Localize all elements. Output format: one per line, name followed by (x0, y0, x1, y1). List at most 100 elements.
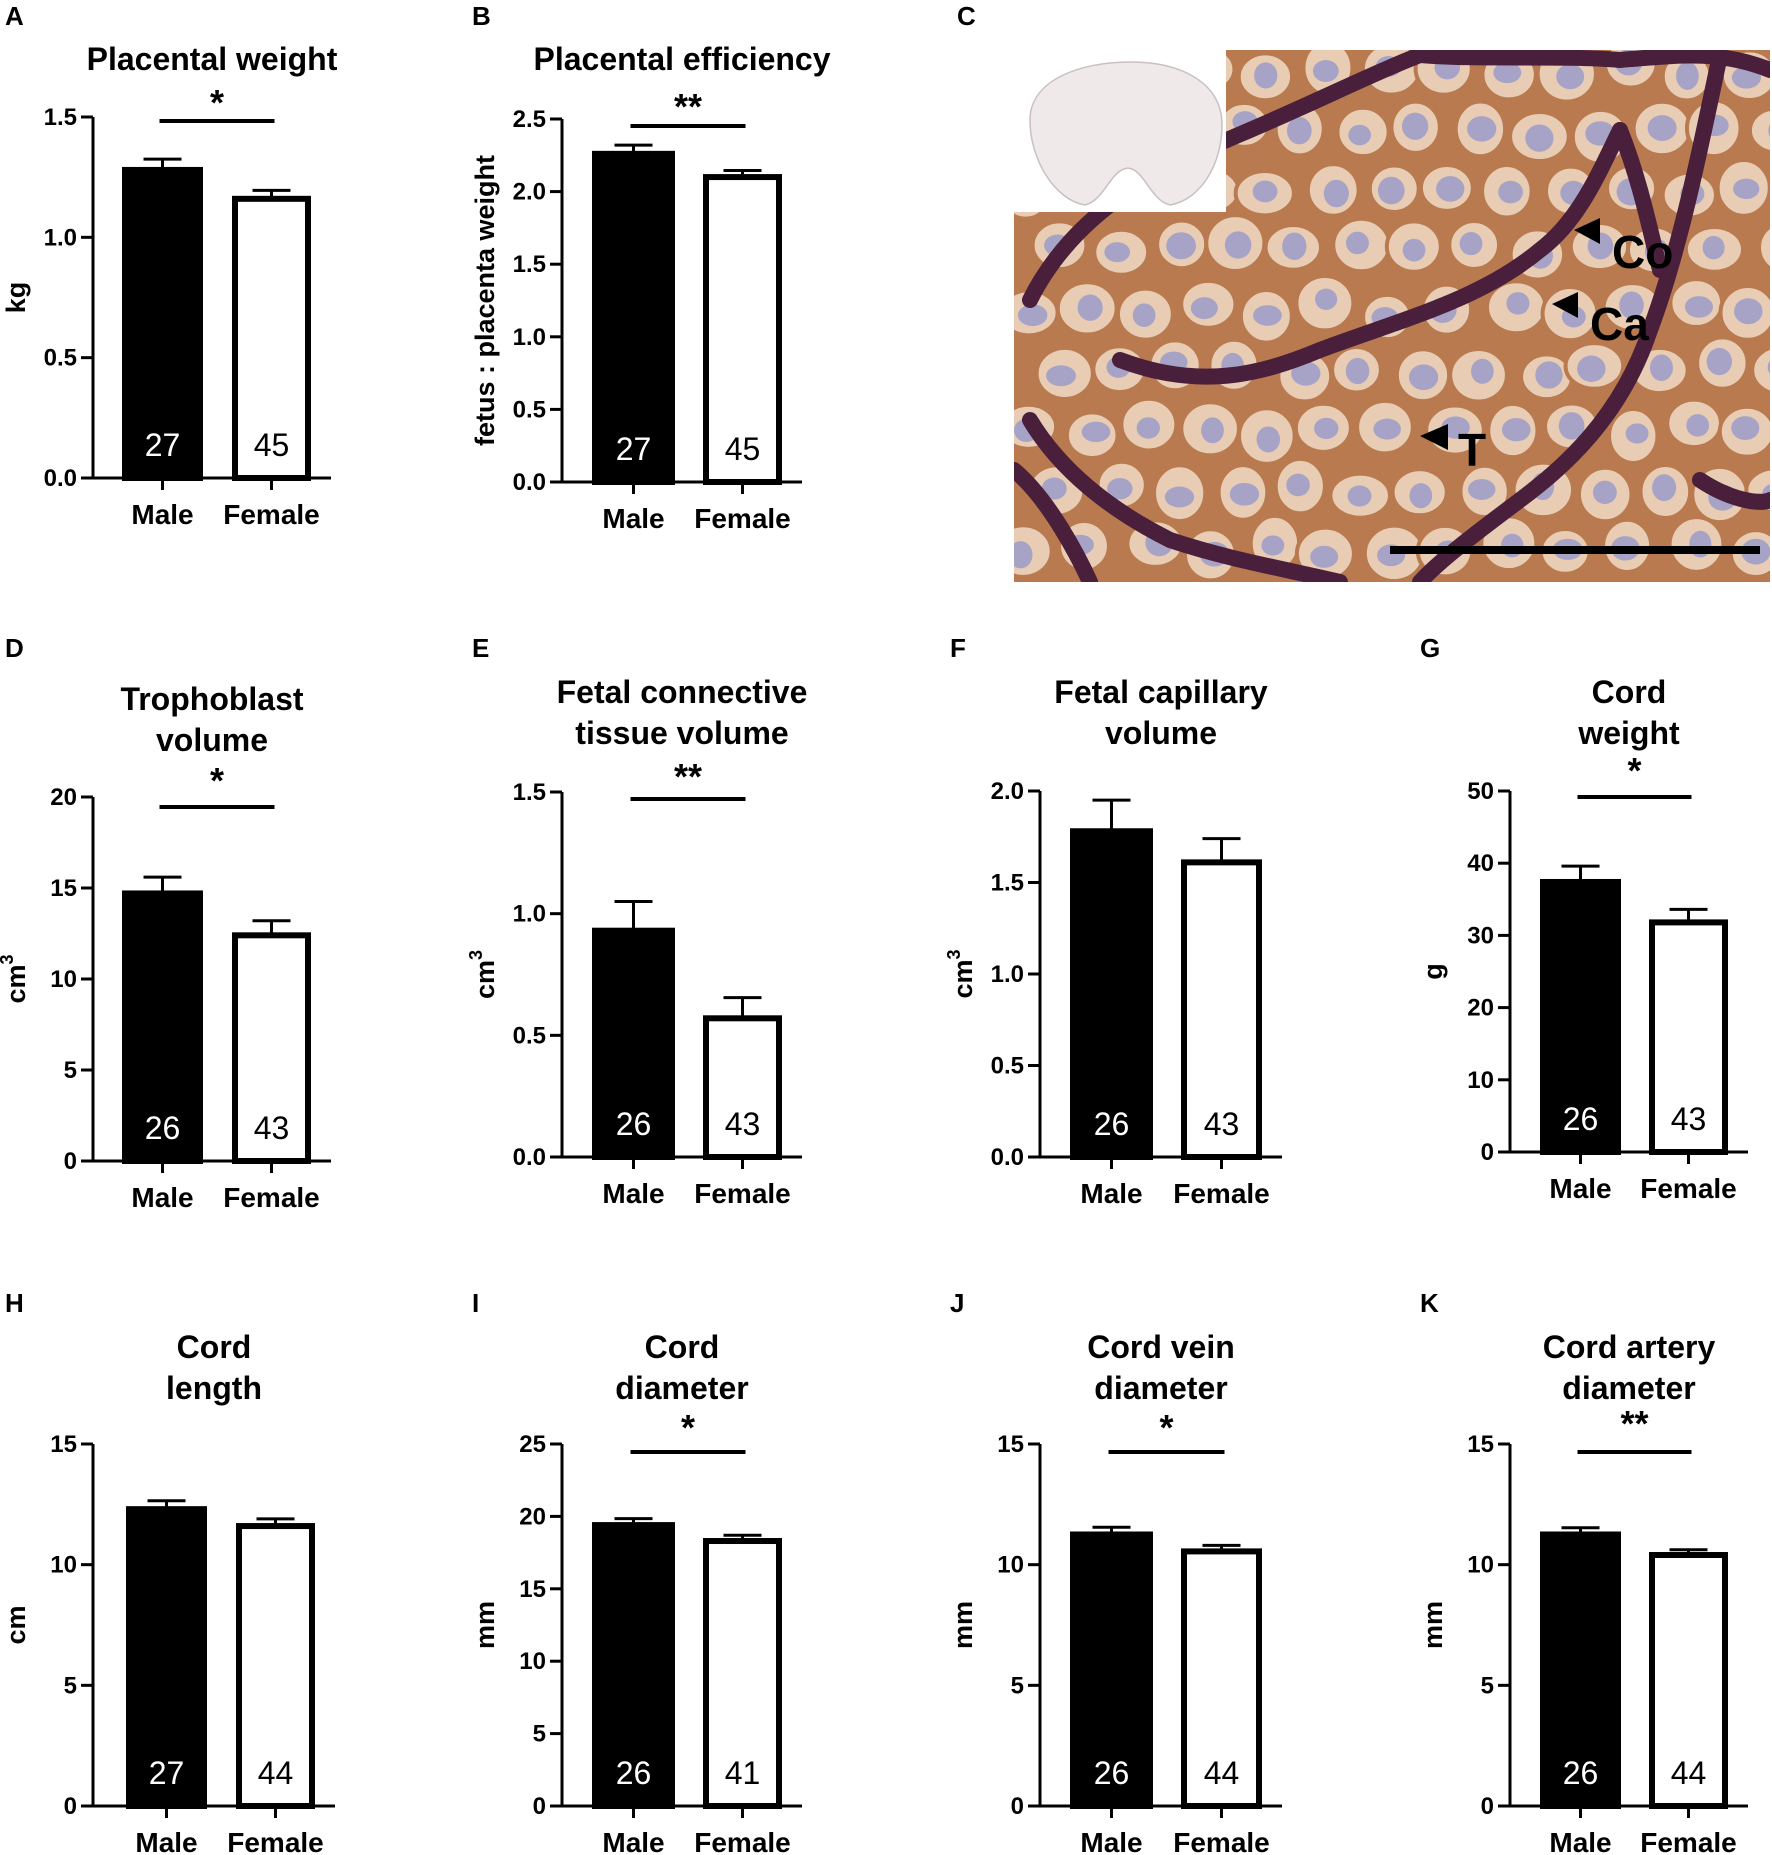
panel-h-y-tick-label: 10 (50, 1552, 77, 1579)
micrograph-nucleus (1556, 64, 1585, 90)
panel-k-bar-female (1649, 1552, 1728, 1809)
micrograph-nucleus (1408, 364, 1439, 391)
micrograph-nucleus (1104, 242, 1131, 263)
micrograph-nucleus (1323, 179, 1349, 208)
panel-i-y-label-text: mm (470, 1601, 500, 1649)
panel-g-bar-female (1649, 919, 1728, 1155)
panel-letter-j: J (950, 1288, 964, 1318)
panel-d-y-tick-label: 5 (64, 1057, 77, 1084)
panel-a-bar-male (122, 166, 203, 482)
micrograph-nucleus (1136, 417, 1160, 439)
panel-e-y-label-superscript: 3 (466, 950, 486, 960)
panel-f-y-tick-label: 0.0 (991, 1144, 1024, 1171)
micrograph-annotations: Co Ca T (1390, 218, 1760, 554)
micrograph-nucleus (1493, 62, 1522, 84)
micrograph-nucleus (1256, 426, 1281, 453)
micrograph-nucleus (1436, 176, 1465, 202)
panel-a-significance-stars: * (210, 82, 224, 123)
micrograph-nucleus (1768, 124, 1770, 137)
micrograph-nucleus (1315, 288, 1338, 310)
panel-k-y-tick-label: 10 (1467, 1552, 1494, 1579)
panel-letter-k: K (1420, 1288, 1439, 1318)
arrowhead-t-icon (1420, 424, 1448, 450)
panel-b-y-label-text: fetus : placenta weight (470, 155, 500, 446)
panel-j-title-line: diameter (1094, 1370, 1227, 1406)
panel-d-n-label: 43 (254, 1110, 290, 1146)
panel-b-title-line: Placental efficiency (533, 41, 830, 77)
panel-h-title-line: length (166, 1370, 262, 1406)
micrograph-cell (1747, 106, 1770, 154)
panel-j-x-tick-label: Male (1080, 1827, 1142, 1855)
panel-b-chart: B Placental efficiency 0.0 0.5 1.0 1.5 2.0 2.5 f… (470, 1, 831, 534)
micrograph-nucleus (1291, 361, 1321, 386)
panel-b-y-tick-label: 0.5 (513, 396, 546, 423)
micrograph-nucleus (1625, 423, 1649, 444)
micrograph-nucleus (1261, 535, 1285, 556)
panel-d-bar-male (122, 890, 203, 1165)
panel-f-y-tick-label: 2.0 (991, 778, 1024, 805)
panel-f-title-line: Fetal capillary (1054, 674, 1268, 710)
micrograph-nucleus (1377, 176, 1405, 205)
label-t: T (1458, 424, 1486, 476)
panel-f-n-label: 43 (1204, 1106, 1240, 1142)
arrowhead-ca-icon (1552, 292, 1578, 318)
panel-i-bar-female (703, 1538, 782, 1809)
micrograph-nucleus (1348, 124, 1371, 146)
micrograph-nucleus (1286, 473, 1310, 497)
panel-d-y-label-text: cm (1, 964, 31, 1003)
panel-d-x-tick-label: Male (131, 1182, 193, 1213)
micrograph-nucleus (1229, 482, 1260, 506)
arrowhead-co-icon (1574, 218, 1600, 244)
micrograph-nucleus (1525, 124, 1554, 152)
panel-b-y-tick-label: 2.5 (513, 106, 546, 133)
panel-e-n-label: 26 (616, 1106, 652, 1142)
panel-d-chart: D Trophoblast volume 0 5 10 15 20 cm3 Male 26 Femal… (0, 633, 331, 1213)
panel-g-chart: G Cord weight 0 10 20 30 40 50 g Male 26 Female 43 * (1418, 633, 1748, 1204)
panel-f-chart: F Fetal capillary volume 0.0 0.5 1.0 1.5 2.0 cm3… (944, 633, 1282, 1209)
micrograph-nucleus (1441, 416, 1470, 439)
panel-b-y-tick-label: 1.0 (513, 324, 546, 351)
label-ca: Ca (1590, 298, 1649, 350)
micrograph-nucleus (1347, 485, 1372, 507)
panel-a-chart: A Placental weight 0.0 0.5 1.0 1.5 kg Male 27 Fem… (1, 1, 338, 530)
panel-letter-h: H (5, 1288, 24, 1318)
micrograph-nucleus (1619, 291, 1644, 319)
panel-k-y-tick-label: 15 (1467, 1431, 1494, 1458)
inset-placenta-section (1029, 61, 1223, 206)
micrograph-nucleus (1253, 305, 1282, 326)
panel-e-y-tick-label: 0.5 (513, 1022, 546, 1049)
panel-e-y-tick-label: 1.5 (513, 779, 546, 806)
panel-f-n-label: 26 (1094, 1106, 1130, 1142)
panel-j-chart: J Cord vein diameter 0 5 10 15 mm Male 26 Female 44… (948, 1288, 1282, 1855)
panel-k-y-label-text: mm (1418, 1601, 1448, 1649)
micrograph-nucleus (1132, 303, 1156, 327)
panel-i-y-tick-label: 25 (519, 1431, 546, 1458)
micrograph-nucleus (1498, 180, 1523, 204)
panel-h-bar-female (236, 1523, 315, 1809)
micrograph-nucleus (1107, 477, 1133, 500)
panel-b-x-tick-label: Male (602, 503, 664, 534)
panel-j-x-tick-label: Female (1173, 1827, 1270, 1855)
panel-g-significance-stars: * (1627, 750, 1641, 791)
panel-i-n-label: 41 (725, 1755, 761, 1791)
micrograph-nucleus (1706, 347, 1733, 376)
panel-g-y-label: g (1418, 963, 1448, 980)
panel-a-y-tick-label: 0.5 (44, 345, 77, 372)
micrograph-nucleus (1409, 483, 1433, 509)
panel-d-y-tick-label: 15 (50, 875, 77, 902)
panel-h-n-label: 44 (258, 1755, 294, 1791)
micrograph-stroma (1014, 50, 1770, 582)
panel-g-y-tick-label: 20 (1467, 995, 1494, 1022)
panel-f-bar-male (1070, 828, 1153, 1160)
micrograph-nucleus (1467, 479, 1496, 500)
panel-d-y-tick-label: 0 (64, 1148, 77, 1175)
panel-b-y-label: fetus : placenta weight (470, 155, 500, 446)
panel-a-x-tick-label: Male (131, 499, 193, 530)
panel-h-y-tick-label: 0 (64, 1793, 77, 1820)
micrograph-nucleus (1345, 231, 1369, 255)
panel-e-bar-male (592, 927, 675, 1161)
panel-j-y-tick-label: 10 (997, 1552, 1024, 1579)
micrograph-nucleus (1471, 358, 1494, 384)
panel-i-y-label: mm (470, 1601, 500, 1649)
panel-a-y-tick-label: 1.5 (44, 104, 77, 131)
